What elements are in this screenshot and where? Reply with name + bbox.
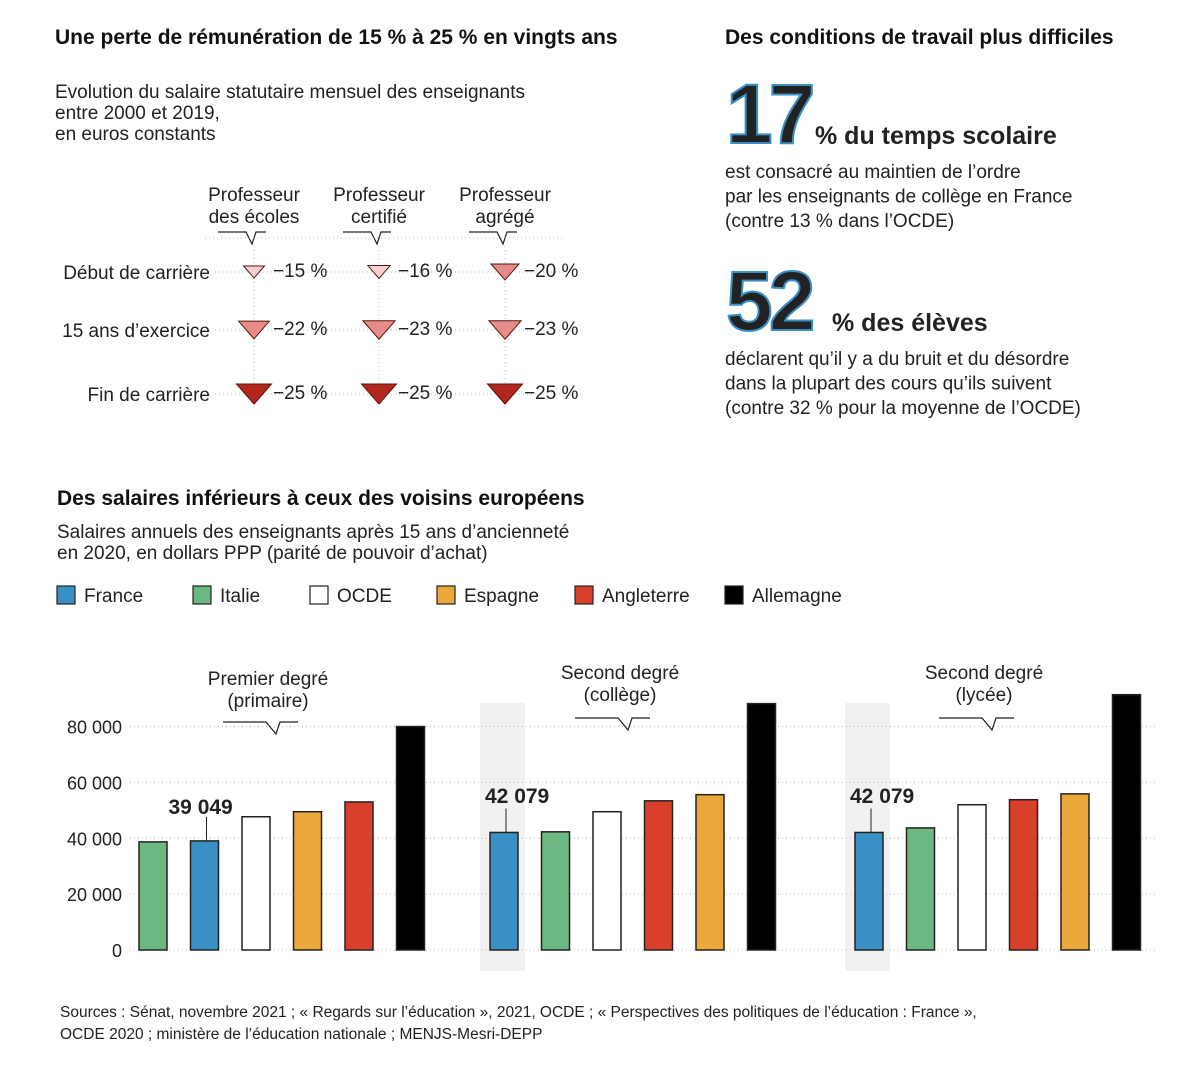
value-label: −23 % bbox=[398, 319, 453, 340]
stat-text: (contre 32 % pour la moyenne de l’OCDE) bbox=[725, 398, 1081, 419]
section-title: Des conditions de travail plus difficile… bbox=[725, 26, 1114, 49]
chart-title: Des salaires inférieurs à ceux des voisi… bbox=[57, 487, 585, 510]
bar bbox=[643, 800, 674, 951]
callout bbox=[939, 717, 1014, 732]
value-label: 42 079 bbox=[850, 785, 914, 808]
callout bbox=[469, 231, 517, 246]
headline: % du temps scolaire bbox=[815, 122, 1057, 150]
y-tick-label: 80 000 bbox=[67, 718, 122, 738]
triangle bbox=[487, 320, 523, 341]
panel-title: (primaire) bbox=[227, 691, 308, 712]
triangle bbox=[237, 320, 271, 340]
value-label: −22 % bbox=[273, 319, 328, 340]
legend-label: France bbox=[84, 586, 143, 607]
big-number: 52 bbox=[726, 254, 813, 348]
callout bbox=[218, 231, 266, 246]
legend-swatch bbox=[192, 585, 212, 605]
triangle bbox=[366, 265, 392, 280]
headline: % des élèves bbox=[832, 309, 988, 337]
bar bbox=[592, 810, 622, 951]
triangle bbox=[361, 320, 397, 341]
panel-title: Premier degré bbox=[208, 669, 328, 690]
bar bbox=[957, 803, 987, 951]
callout bbox=[223, 721, 298, 736]
bar bbox=[138, 841, 168, 951]
legend-swatch bbox=[574, 585, 594, 605]
value-label: 42 079 bbox=[485, 785, 549, 808]
sources: OCDE 2020 ; ministère de l’éducation nat… bbox=[60, 1026, 542, 1043]
legend-label: Italie bbox=[220, 586, 260, 607]
triangle bbox=[486, 383, 524, 405]
triangle bbox=[360, 383, 398, 405]
legend-label: Angleterre bbox=[602, 586, 690, 607]
subtitle: Evolution du salaire statutaire mensuel … bbox=[55, 82, 525, 103]
chart-title: Une perte de rémunération de 15 % à 25 %… bbox=[55, 26, 618, 49]
subtitle: Salaires annuels des enseignants après 1… bbox=[57, 522, 569, 543]
y-tick-label: 40 000 bbox=[67, 829, 122, 849]
column-header: Professeur bbox=[208, 185, 301, 206]
column-header: Professeur bbox=[459, 185, 552, 206]
panel-title: (lycée) bbox=[955, 685, 1012, 706]
bar bbox=[241, 816, 271, 951]
panel-title: Second degré bbox=[561, 663, 679, 684]
triangle bbox=[235, 383, 273, 405]
bar bbox=[746, 702, 777, 951]
y-tick-label: 0 bbox=[112, 941, 122, 961]
callout bbox=[343, 231, 391, 246]
value-label: −25 % bbox=[524, 383, 579, 404]
stat-text: dans la plupart des cours qu’ils suivent bbox=[725, 374, 1052, 395]
bar bbox=[695, 793, 725, 951]
legend-swatch bbox=[724, 585, 744, 605]
stat-text: par les enseignants de collège en France bbox=[725, 187, 1073, 208]
legend-label: Allemagne bbox=[752, 586, 842, 607]
value-label: −20 % bbox=[524, 261, 579, 282]
value-label: 39 049 bbox=[169, 796, 233, 819]
legend-swatch bbox=[56, 585, 76, 605]
bar bbox=[292, 810, 323, 951]
bar bbox=[1111, 693, 1142, 951]
value-label: −15 % bbox=[273, 261, 328, 282]
legend-swatch bbox=[436, 585, 456, 605]
column-header: Professeur bbox=[333, 185, 426, 206]
bar bbox=[189, 840, 220, 951]
stat-text: est consacré au maintien de l’ordre bbox=[725, 162, 1021, 183]
bar bbox=[540, 831, 571, 951]
row-label: 15 ans d’exercice bbox=[62, 321, 210, 342]
bar bbox=[489, 831, 519, 951]
value-label: −25 % bbox=[398, 383, 453, 404]
bar bbox=[395, 725, 426, 951]
legend-label: Espagne bbox=[464, 586, 539, 607]
column-header: des écoles bbox=[209, 207, 300, 228]
bar bbox=[1060, 793, 1090, 951]
panel-title: (collège) bbox=[584, 685, 657, 706]
value-label: −23 % bbox=[524, 319, 579, 340]
column-header: certifié bbox=[351, 207, 407, 228]
row-label: Début de carrière bbox=[63, 263, 210, 284]
value-label: −16 % bbox=[398, 261, 453, 282]
triangle bbox=[489, 263, 521, 281]
stat-text: (contre 13 % dans l’OCDE) bbox=[725, 211, 954, 232]
big-number: 17 bbox=[726, 67, 813, 161]
bar bbox=[1008, 798, 1039, 951]
sources: Sources : Sénat, novembre 2021 ; « Regar… bbox=[60, 1004, 977, 1021]
triangle bbox=[242, 265, 266, 279]
panel-title: Second degré bbox=[925, 663, 1043, 684]
bar bbox=[905, 827, 936, 951]
subtitle: entre 2000 et 2019, bbox=[55, 103, 220, 124]
row-label: Fin de carrière bbox=[88, 385, 211, 406]
subtitle: en euros constants bbox=[55, 124, 216, 145]
legend-swatch bbox=[309, 585, 329, 605]
value-label: −25 % bbox=[273, 383, 328, 404]
y-tick-label: 60 000 bbox=[67, 773, 122, 793]
callout bbox=[575, 717, 650, 732]
column-header: agrégé bbox=[475, 207, 534, 228]
y-tick-label: 20 000 bbox=[67, 885, 122, 905]
stat-text: déclarent qu’il y a du bruit et du désor… bbox=[725, 349, 1069, 370]
subtitle: en 2020, en dollars PPP (parité de pouvo… bbox=[57, 543, 488, 564]
legend-label: OCDE bbox=[337, 586, 392, 607]
bar bbox=[344, 801, 374, 951]
bar bbox=[854, 831, 884, 951]
